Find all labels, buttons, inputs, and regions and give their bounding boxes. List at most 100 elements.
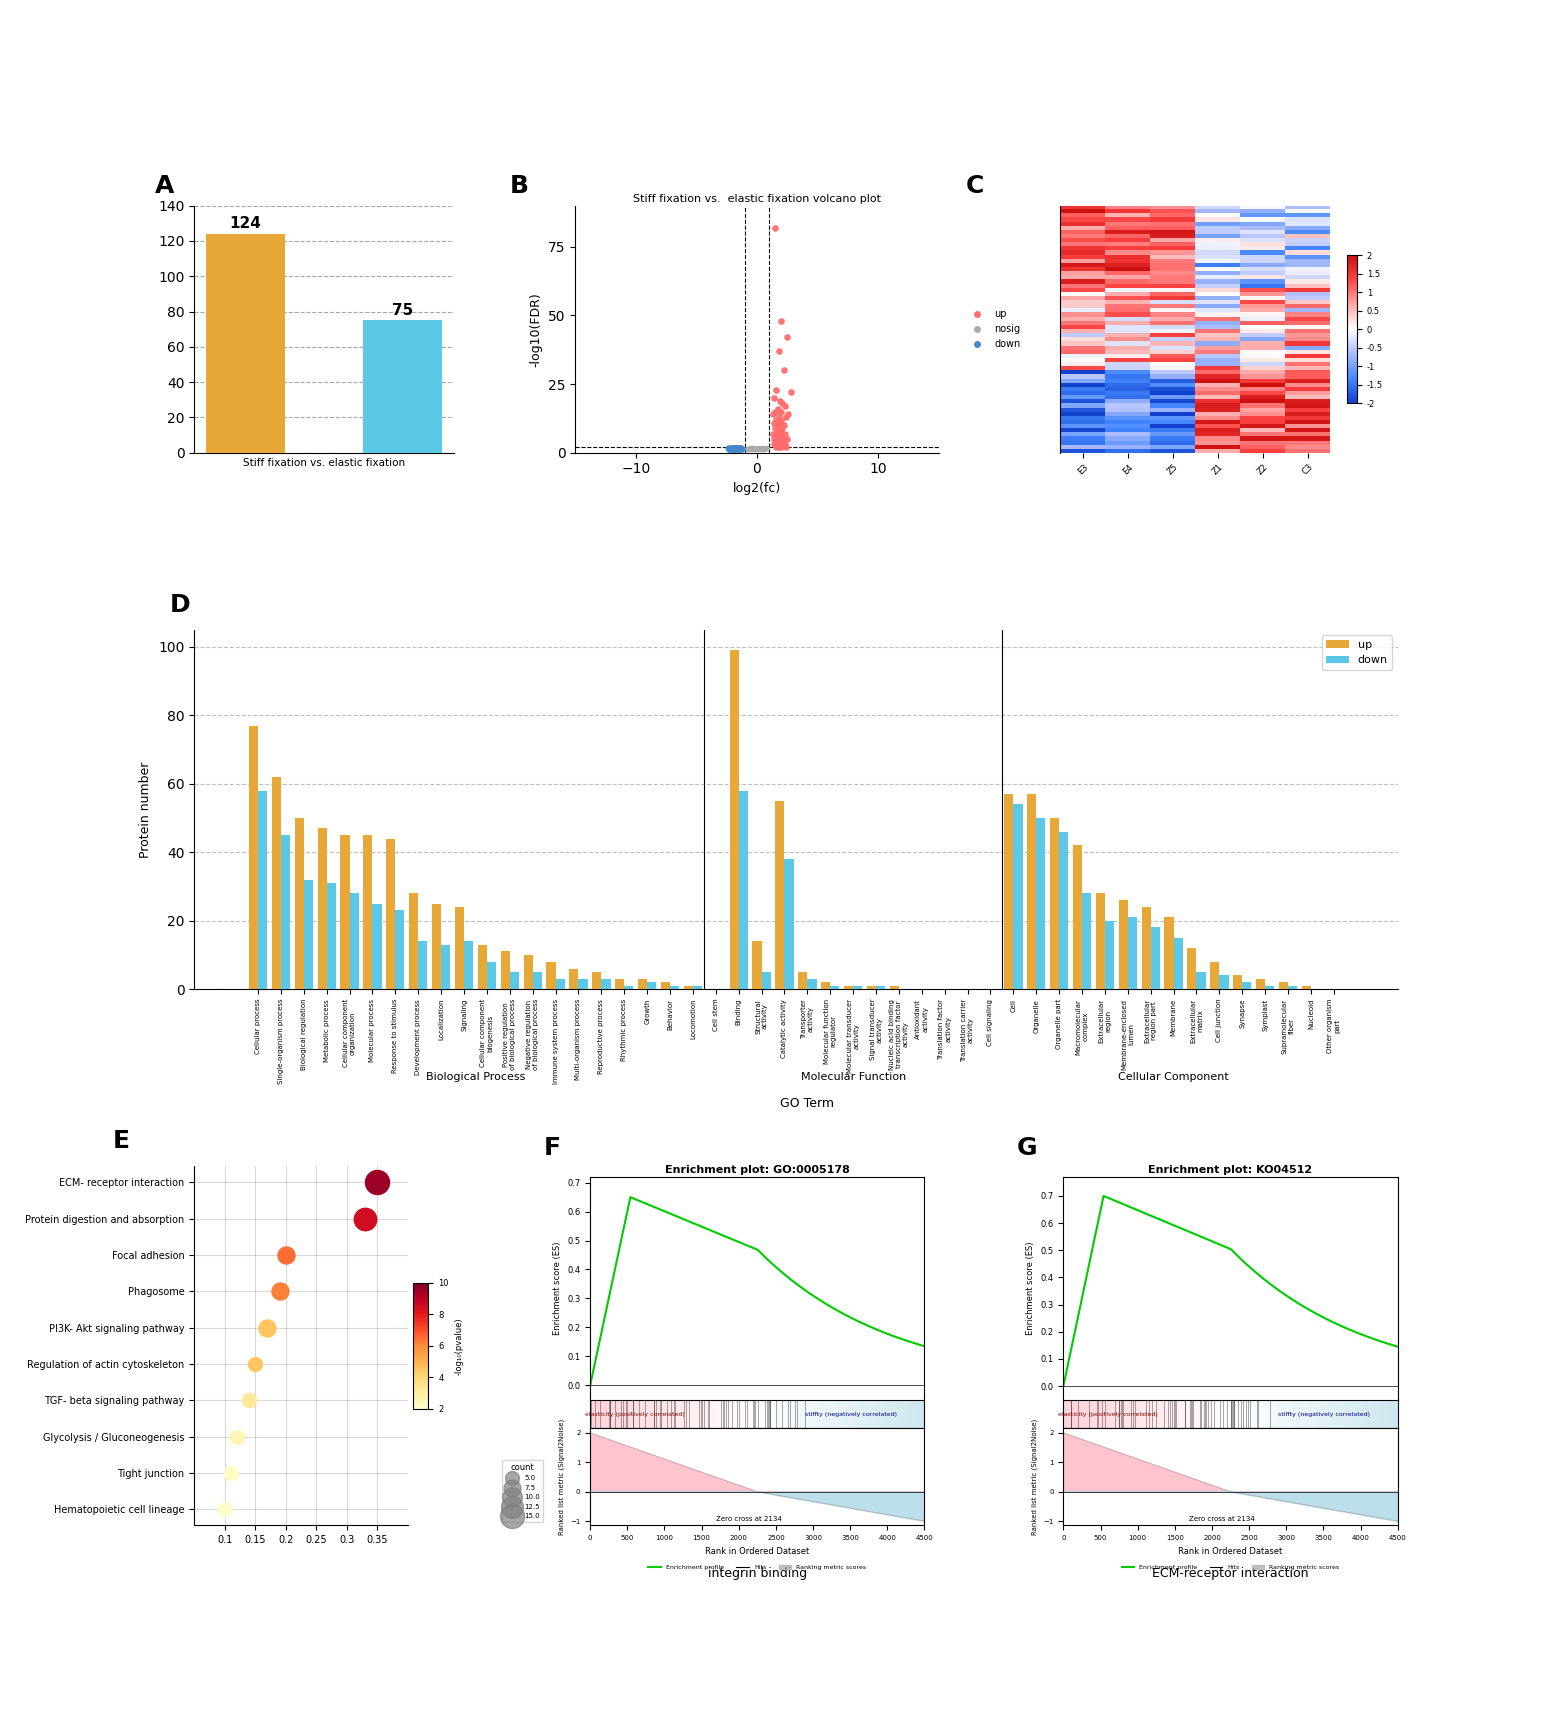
Point	[767, 430, 792, 458]
Point	[728, 435, 753, 463]
Title: ECM-receptor interaction: ECM-receptor interaction	[1152, 1567, 1309, 1580]
Bar	[340, 835, 349, 989]
X-axis label: log2(fc): log2(fc)	[733, 482, 781, 495]
Point	[219, 1459, 244, 1486]
Point	[727, 435, 752, 463]
Point	[749, 435, 773, 463]
Bar	[207, 233, 284, 452]
Legend: up, nosig, down: up, nosig, down	[963, 305, 1025, 353]
Bar	[1050, 818, 1059, 989]
Point	[764, 434, 789, 461]
Point	[752, 435, 776, 463]
Point	[750, 435, 775, 463]
Point	[750, 434, 775, 461]
Legend: up, down: up, down	[1322, 636, 1391, 670]
Point	[719, 435, 744, 463]
Point	[764, 406, 789, 434]
Point	[773, 434, 798, 461]
Point	[766, 428, 790, 456]
Point	[769, 307, 794, 334]
Point	[761, 420, 786, 447]
Point	[721, 434, 745, 461]
Bar	[1233, 975, 1242, 989]
Bar	[1073, 845, 1082, 989]
Point	[721, 435, 745, 463]
Point	[255, 1315, 280, 1342]
Point	[766, 417, 790, 444]
Bar	[1210, 962, 1219, 989]
Bar	[258, 790, 267, 989]
Bar	[775, 800, 784, 989]
Point	[773, 403, 798, 430]
Point	[752, 435, 776, 463]
Legend: Enrichment profile, Hits, Ranking metric scores: Enrichment profile, Hits, Ranking metric…	[1120, 1563, 1342, 1573]
Point	[741, 435, 766, 463]
Point	[722, 434, 747, 461]
Text: E: E	[113, 1130, 130, 1154]
Bar	[326, 883, 335, 989]
Bar	[1196, 972, 1205, 989]
Bar	[808, 979, 817, 989]
Bar	[1280, 982, 1287, 989]
Point	[750, 434, 775, 461]
Bar	[478, 944, 488, 989]
Bar	[683, 986, 693, 989]
Point	[721, 435, 745, 463]
Text: elasticity (positively correlated): elasticity (positively correlated)	[584, 1412, 685, 1416]
Bar	[867, 986, 876, 989]
Point	[722, 434, 747, 461]
Bar	[739, 790, 749, 989]
Point	[769, 406, 794, 434]
Bar	[890, 986, 899, 989]
Bar	[363, 321, 443, 452]
Bar	[752, 941, 761, 989]
Point	[747, 434, 772, 461]
Bar	[1104, 920, 1114, 989]
Point	[721, 435, 745, 463]
Bar	[1141, 907, 1151, 989]
Bar	[533, 972, 542, 989]
Point	[738, 434, 763, 461]
Point	[716, 434, 741, 461]
Text: Molecular Function: Molecular Function	[800, 1073, 905, 1083]
Point	[735, 435, 759, 463]
Text: Biological Process: Biological Process	[426, 1073, 525, 1083]
Point	[722, 435, 747, 463]
Bar	[1127, 917, 1137, 989]
Bar	[798, 972, 808, 989]
Bar	[648, 982, 657, 989]
Point	[717, 435, 742, 463]
Point	[763, 430, 787, 458]
Point	[764, 375, 789, 403]
Text: elasticity (positively correlated): elasticity (positively correlated)	[1058, 1412, 1157, 1416]
Point	[739, 435, 764, 463]
Point	[772, 411, 797, 439]
Point	[716, 434, 741, 461]
Point	[725, 434, 750, 461]
Point	[772, 393, 797, 420]
Point	[741, 435, 766, 463]
Point	[738, 435, 763, 463]
Point	[761, 410, 786, 437]
Point	[725, 435, 750, 463]
Point	[747, 435, 772, 463]
Bar	[1242, 982, 1252, 989]
Point	[725, 434, 750, 461]
Bar	[441, 944, 450, 989]
Text: G: G	[1017, 1136, 1037, 1160]
Point	[719, 435, 744, 463]
Point	[716, 435, 741, 463]
Point	[725, 435, 750, 463]
Bar	[1301, 986, 1311, 989]
Point	[764, 428, 789, 456]
Y-axis label: Protein number: Protein number	[140, 761, 152, 857]
Bar	[455, 907, 464, 989]
Bar	[669, 986, 679, 989]
Bar	[784, 859, 794, 989]
Bar	[1256, 979, 1266, 989]
X-axis label: Rank in Ordered Dataset: Rank in Ordered Dataset	[705, 1546, 809, 1556]
Bar	[1151, 927, 1160, 989]
Point	[353, 1205, 377, 1232]
Point	[747, 435, 772, 463]
Bar	[317, 828, 326, 989]
